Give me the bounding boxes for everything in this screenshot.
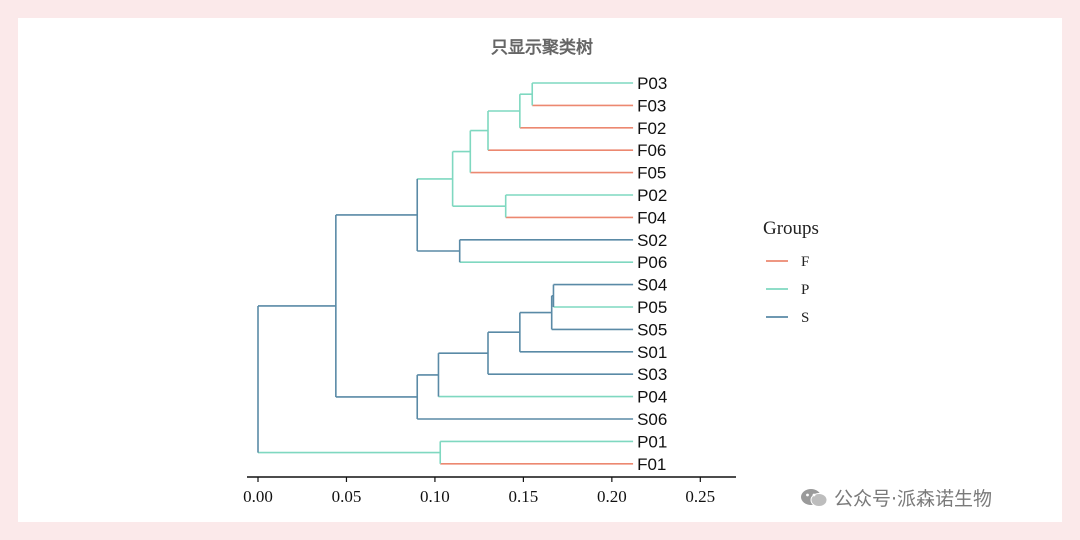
legend: Groups FPS: [763, 218, 819, 326]
leaf-label-s02: S02: [637, 231, 667, 250]
leaf-label-f02: F02: [637, 119, 666, 138]
x-axis: 0.00 0.05 0.10 0.15 0.20 0.25: [243, 476, 736, 506]
x-tick-label: 0.10: [420, 487, 450, 506]
x-tick-label: 0.20: [597, 487, 627, 506]
leaf-label-p03: P03: [637, 74, 667, 93]
leaf-label-f06: F06: [637, 141, 666, 160]
dendrogram-chart: 只显示聚类树 P03 F03 F02 F06 F05 P02 F04 S02 P06 S04 P05…: [243, 37, 819, 506]
x-tick-label: 0.00: [243, 487, 273, 506]
legend-title: Groups: [763, 218, 819, 239]
branches: [257, 82, 634, 465]
watermark-text: 公众号·派森诺生物: [834, 488, 993, 510]
leaf-label-s05: S05: [637, 320, 667, 339]
x-tick-label: 0.05: [332, 487, 362, 506]
legend-label-f: F: [801, 254, 809, 270]
leaf-label-s03: S03: [637, 365, 667, 384]
leaf-label-p05: P05: [637, 298, 667, 317]
leaf-label-p02: P02: [637, 186, 667, 205]
legend-label-p: P: [801, 282, 809, 298]
legend-label-s: S: [801, 310, 809, 326]
x-tick-label: 0.15: [509, 487, 539, 506]
leaf-label-s01: S01: [637, 343, 667, 362]
leaf-label-f04: F04: [637, 208, 666, 227]
leaf-label-f03: F03: [637, 96, 666, 115]
wechat-icon: [800, 488, 828, 508]
chart-title: 只显示聚类树: [491, 37, 593, 57]
leaf-label-s06: S06: [637, 410, 667, 429]
leaf-label-f01: F01: [637, 455, 666, 474]
leaf-label-p04: P04: [637, 388, 667, 407]
chart-panel: 只显示聚类树 P03 F03 F02 F06 F05 P02 F04 S02 P06 S04 P05…: [18, 18, 1062, 522]
watermark: 公众号·派森诺生物: [800, 484, 992, 511]
leaf-labels: P03 F03 F02 F06 F05 P02 F04 S02 P06 S04 P05 S05 S01 S…: [637, 74, 667, 474]
leaf-label-f05: F05: [637, 164, 666, 183]
x-tick-label: 0.25: [685, 487, 715, 506]
leaf-label-p06: P06: [637, 253, 667, 272]
leaf-label-s04: S04: [637, 276, 667, 295]
leaf-label-p01: P01: [637, 432, 667, 451]
